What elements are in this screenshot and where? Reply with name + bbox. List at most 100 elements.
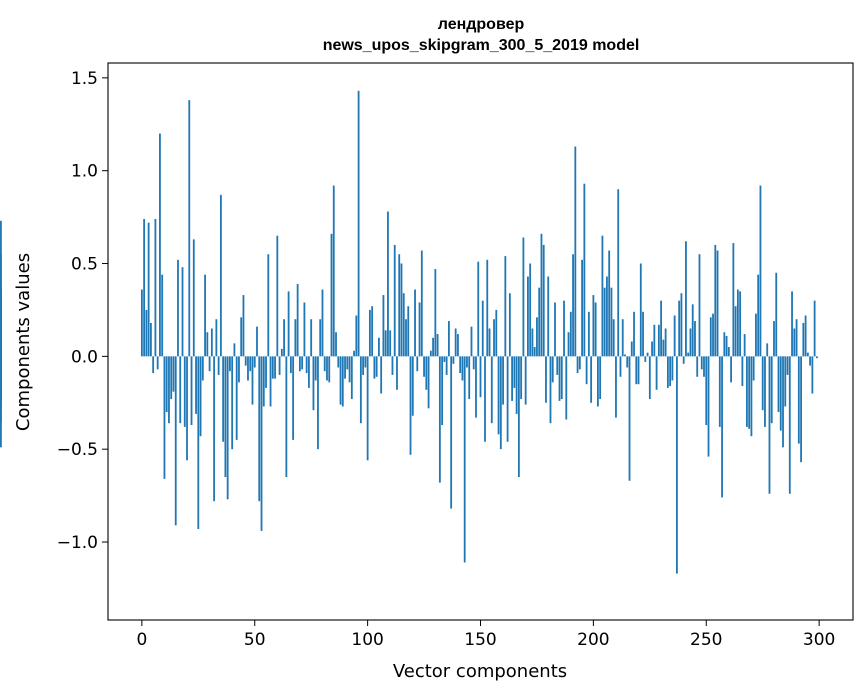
bar — [786, 356, 789, 375]
bar — [384, 330, 387, 357]
bar — [596, 356, 599, 407]
bar — [563, 300, 565, 357]
bar — [195, 356, 197, 414]
bar — [484, 356, 486, 442]
x-tick-label: 100 — [351, 630, 383, 650]
bar — [481, 300, 484, 357]
bar — [373, 356, 376, 379]
bar — [168, 356, 170, 424]
bar — [691, 304, 694, 357]
bar — [669, 356, 672, 387]
bar — [231, 356, 234, 450]
bar — [226, 356, 229, 500]
bar — [725, 335, 728, 357]
bar — [660, 300, 663, 357]
bar — [197, 356, 200, 530]
bar — [222, 356, 225, 442]
bar — [587, 311, 590, 357]
bar — [716, 250, 719, 357]
x-axis-label: Vector components — [393, 661, 567, 682]
bar — [585, 356, 588, 385]
bar — [393, 244, 396, 357]
bar — [560, 356, 563, 400]
bar — [703, 356, 705, 377]
bar — [423, 356, 425, 377]
bar — [152, 356, 155, 374]
bar — [149, 322, 152, 357]
bar — [409, 356, 412, 455]
y-tick-label: 0.5 — [71, 255, 98, 275]
bar — [594, 302, 597, 357]
bar — [353, 350, 355, 357]
bar — [576, 356, 579, 374]
bar — [454, 328, 457, 357]
bar — [479, 356, 482, 398]
bar — [696, 356, 699, 377]
bar — [755, 313, 757, 357]
bar — [396, 356, 398, 390]
bar — [215, 319, 218, 357]
bar — [545, 356, 547, 403]
bar — [414, 289, 416, 357]
bar — [378, 337, 380, 357]
bar — [199, 356, 202, 437]
bar — [438, 356, 441, 483]
y-axis-ticks: −1.0 −0.5 0.0 0.5 1.0 1.5 — [57, 69, 108, 553]
bar — [497, 356, 500, 435]
y-tick-label: 0.0 — [71, 347, 98, 367]
bar — [646, 352, 649, 357]
bar — [795, 319, 798, 357]
bar — [743, 334, 746, 357]
bar — [615, 356, 617, 418]
bar — [350, 356, 353, 400]
bar — [145, 309, 148, 357]
bar — [466, 356, 468, 368]
bar — [757, 274, 760, 357]
bar — [736, 289, 739, 357]
bar — [382, 295, 385, 357]
bar — [680, 293, 683, 357]
bar — [653, 324, 656, 357]
bar — [626, 356, 629, 368]
bar — [601, 235, 604, 357]
bar — [619, 356, 622, 377]
bar — [508, 293, 511, 357]
bar — [666, 356, 669, 388]
bar — [578, 356, 581, 370]
bar — [154, 218, 157, 357]
bar — [784, 356, 787, 407]
x-tick-label: 0 — [136, 630, 147, 650]
bar — [174, 356, 177, 526]
bar — [436, 334, 439, 357]
bar — [420, 250, 423, 357]
bar — [797, 356, 800, 444]
bar — [249, 356, 252, 372]
bar — [224, 356, 227, 478]
bar — [490, 356, 493, 424]
bar — [554, 302, 556, 357]
bar — [499, 356, 502, 450]
bar — [265, 356, 267, 388]
bar — [344, 356, 346, 379]
bar — [511, 356, 514, 401]
bar — [233, 343, 236, 357]
bar — [637, 356, 640, 385]
bar — [337, 356, 340, 368]
bar — [687, 352, 690, 357]
bar — [727, 347, 730, 357]
bar — [779, 356, 782, 431]
bar — [429, 350, 432, 357]
bar — [775, 272, 778, 357]
chart-title: лендровер — [438, 16, 525, 33]
bar — [285, 356, 288, 478]
bar — [470, 326, 473, 357]
bar — [364, 356, 367, 368]
bar — [486, 259, 489, 357]
bar — [253, 356, 256, 368]
y-axis-label: Components values — [13, 253, 34, 431]
bar — [569, 311, 572, 357]
bar — [804, 315, 807, 357]
bar — [682, 356, 685, 364]
bar — [655, 356, 658, 390]
bar — [624, 354, 626, 357]
